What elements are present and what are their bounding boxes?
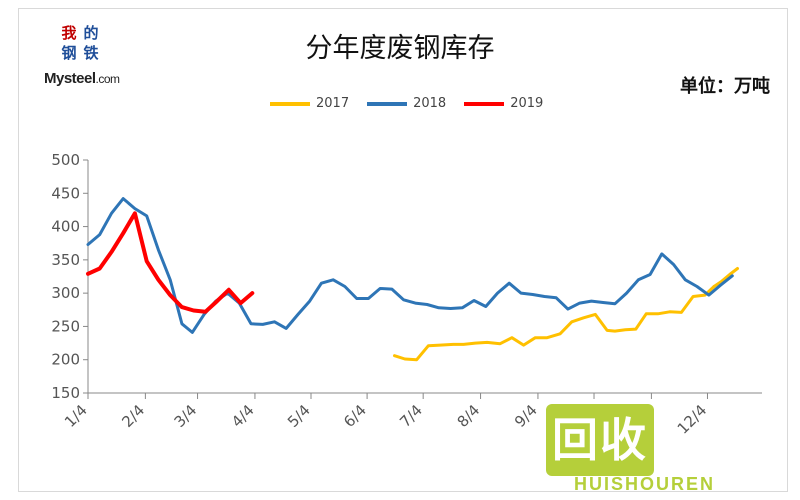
x-tick-label: 6/4 (340, 401, 370, 431)
y-tick-label: 450 (51, 184, 80, 202)
x-tick-label: 5/4 (284, 401, 314, 431)
legend-swatch-2018 (367, 101, 408, 106)
x-tick-label: 8/4 (454, 401, 484, 431)
logo-mark: 我 的 钢 铁 (58, 24, 106, 64)
mysteel-logo: 我 的 钢 铁 Mysteel.com (44, 24, 154, 94)
legend-label-2018: 2018 (413, 96, 447, 111)
logo-char: 我 (61, 24, 77, 42)
logo-char: 铁 (83, 44, 99, 62)
logo-suffix: .com (95, 72, 121, 86)
x-tick-label: 3/4 (171, 401, 201, 431)
chart-legend: 2017 2018 2019 (270, 96, 543, 111)
legend-item-2017: 2017 (270, 96, 349, 111)
chart-series (86, 197, 739, 362)
series-line-2018 (86, 197, 734, 334)
series-line-2019 (86, 211, 255, 314)
legend-label-2019: 2019 (510, 96, 544, 111)
series-line-2017 (393, 285, 716, 362)
series-line-2017b (712, 267, 739, 288)
legend-label-2017: 2017 (316, 96, 350, 111)
y-tick-label: 150 (51, 384, 80, 402)
legend-swatch-2017 (270, 101, 310, 106)
chart-title: 分年度废钢库存 (305, 33, 495, 64)
y-tick-label: 300 (51, 284, 80, 302)
x-tick-label: 9/4 (511, 401, 541, 431)
y-tick-label: 250 (51, 317, 80, 335)
huishouren-watermark: 回收 HUISHOUREN (538, 398, 788, 496)
y-tick-label: 500 (51, 151, 80, 169)
legend-swatch-2019 (464, 101, 505, 106)
x-tick-label: 2/4 (118, 401, 148, 431)
x-tick-label: 4/4 (228, 401, 258, 431)
watermark-sub: HUISHOUREN (574, 474, 716, 494)
legend-item-2019: 2019 (464, 96, 543, 111)
watermark-mark: 回收 (546, 404, 654, 476)
logo-char: 的 (83, 24, 99, 42)
legend-item-2018: 2018 (367, 96, 446, 111)
logo-brand: Mysteel (44, 70, 96, 87)
logo-char: 钢 (61, 44, 77, 62)
chart-axes: 150 200 250 300 350 400 450 500 1/4 2/4 3/4 4/4 5/4 6… (51, 151, 762, 438)
y-tick-label: 400 (51, 218, 80, 236)
logo-wordmark: Mysteel.com (44, 70, 120, 87)
x-tick-label: 7/4 (396, 401, 426, 431)
y-tick-label: 200 (51, 351, 80, 369)
x-tick-label: 1/4 (61, 401, 91, 431)
y-tick-label: 350 (51, 251, 80, 269)
unit-label: 单位：万吨 (680, 76, 770, 97)
chart-frame (18, 8, 788, 492)
